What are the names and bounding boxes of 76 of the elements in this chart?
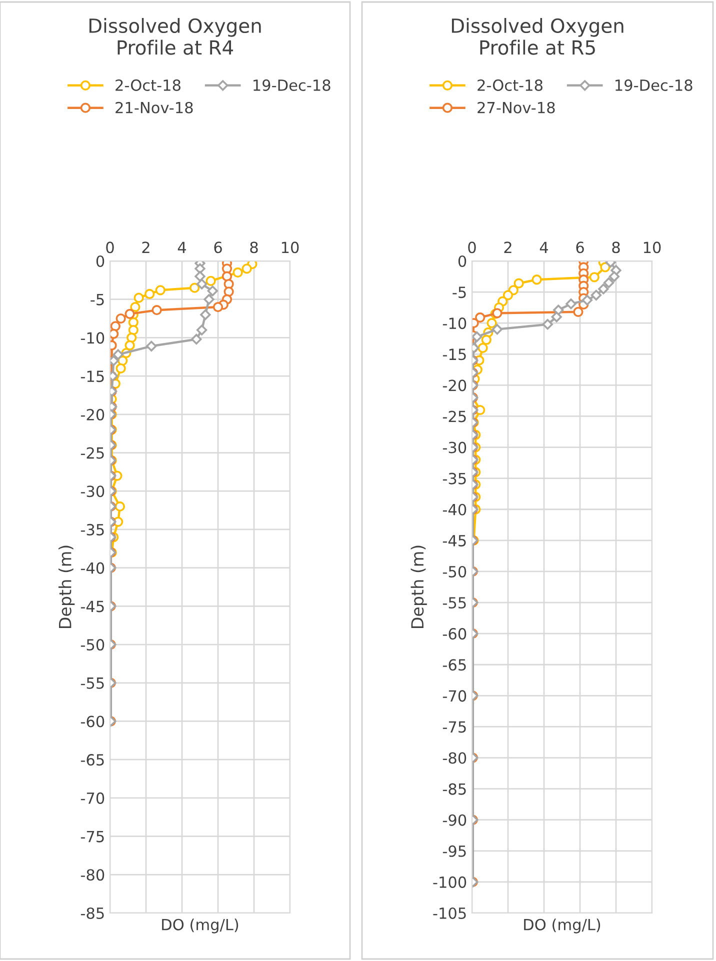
x-tick-label: 2: [504, 242, 512, 253]
y-tick-label: -60: [80, 716, 104, 728]
y-tick-label: -70: [80, 792, 104, 804]
point: [144, 288, 155, 300]
y-tick-label: 0: [96, 255, 104, 268]
y-tick-label: -10: [442, 318, 466, 330]
y-tick-label: -40: [442, 504, 466, 516]
y-tick-label: -30: [442, 442, 466, 454]
y-tick-label: -85: [80, 907, 104, 920]
y-tick-label: -55: [442, 597, 466, 609]
legend-label: 2-Oct-18: [478, 79, 542, 91]
x-tick-label: 2: [142, 242, 150, 253]
legend-label: 19-Dec-18: [254, 79, 330, 91]
y-tick-label: -50: [442, 566, 466, 578]
x-tick-label: 0: [106, 242, 114, 254]
y-tick-label: -85: [442, 783, 466, 795]
point: [155, 285, 166, 296]
y-tick-label: -5: [452, 286, 466, 298]
x-tick-label: 4: [540, 242, 548, 253]
y-tick-label: -80: [442, 752, 466, 764]
point: [232, 267, 243, 278]
y-tick-label: -100: [433, 876, 466, 888]
y-tick-label: -80: [80, 869, 104, 881]
y-tick-label: -15: [442, 348, 466, 360]
x-tick-label: 6: [214, 242, 222, 254]
y-tick-label: 0: [458, 255, 466, 268]
x-tick-label: 6: [576, 242, 584, 254]
x-axis-title: DO (mg/L): [524, 918, 600, 934]
y-tick-label: -105: [433, 907, 466, 920]
y-tick-label: -25: [442, 410, 466, 422]
point: [532, 274, 542, 285]
y-tick-label: -35: [442, 472, 466, 484]
y-tick-label: -65: [80, 754, 104, 766]
x-tick-label: 4: [178, 242, 186, 253]
point: [514, 278, 524, 288]
y-tick-label: -45: [442, 535, 466, 546]
y-tick-label: -65: [442, 659, 466, 671]
y-axis-title: Depth (m): [58, 546, 75, 628]
y-tick-label: -75: [80, 830, 104, 842]
legend-label: 2-Oct-18: [116, 79, 180, 91]
y-tick-label: -20: [80, 408, 104, 420]
chart-title: Dissolved Oxygen Profile at R5: [452, 18, 624, 55]
point: [589, 272, 600, 282]
y-tick-label: -20: [442, 380, 466, 392]
x-axis-title: DO (mg/L): [162, 918, 238, 934]
y-tick-label: -40: [80, 562, 104, 574]
y-tick-label: -75: [442, 721, 466, 733]
y-tick-label: -90: [442, 814, 466, 826]
y-tick-label: -10: [80, 332, 104, 344]
y-tick-label: -25: [80, 447, 104, 459]
y-tick-label: -15: [80, 370, 104, 382]
x-tick-label: 0: [468, 242, 476, 254]
y-tick-label: -55: [80, 678, 104, 689]
y-tick-label: -5: [90, 294, 104, 306]
x-tick-label: 10: [282, 242, 299, 254]
y-tick-label: -35: [80, 524, 104, 536]
legend-label: 19-Dec-18: [616, 79, 692, 91]
point: [242, 264, 252, 274]
x-tick-label: 8: [612, 242, 620, 254]
x-tick-label: 10: [644, 242, 661, 254]
legend-label: 27-Nov-18: [478, 102, 555, 114]
point: [600, 262, 610, 272]
y-tick-label: -95: [442, 845, 466, 857]
y-tick-label: -30: [80, 486, 104, 498]
y-tick-label: -70: [442, 690, 466, 702]
point: [134, 292, 144, 303]
legend-label: 21-Nov-18: [116, 102, 193, 114]
y-tick-label: -50: [80, 638, 104, 651]
y-tick-label: -45: [80, 600, 104, 612]
x-tick-label: 8: [250, 242, 258, 254]
point: [190, 282, 200, 293]
y-tick-label: -60: [442, 628, 466, 640]
point: [502, 290, 514, 300]
y-axis-title: Depth (m): [410, 546, 427, 628]
point: [206, 276, 216, 286]
chart-title: Dissolved Oxygen Profile at R4: [89, 18, 261, 55]
